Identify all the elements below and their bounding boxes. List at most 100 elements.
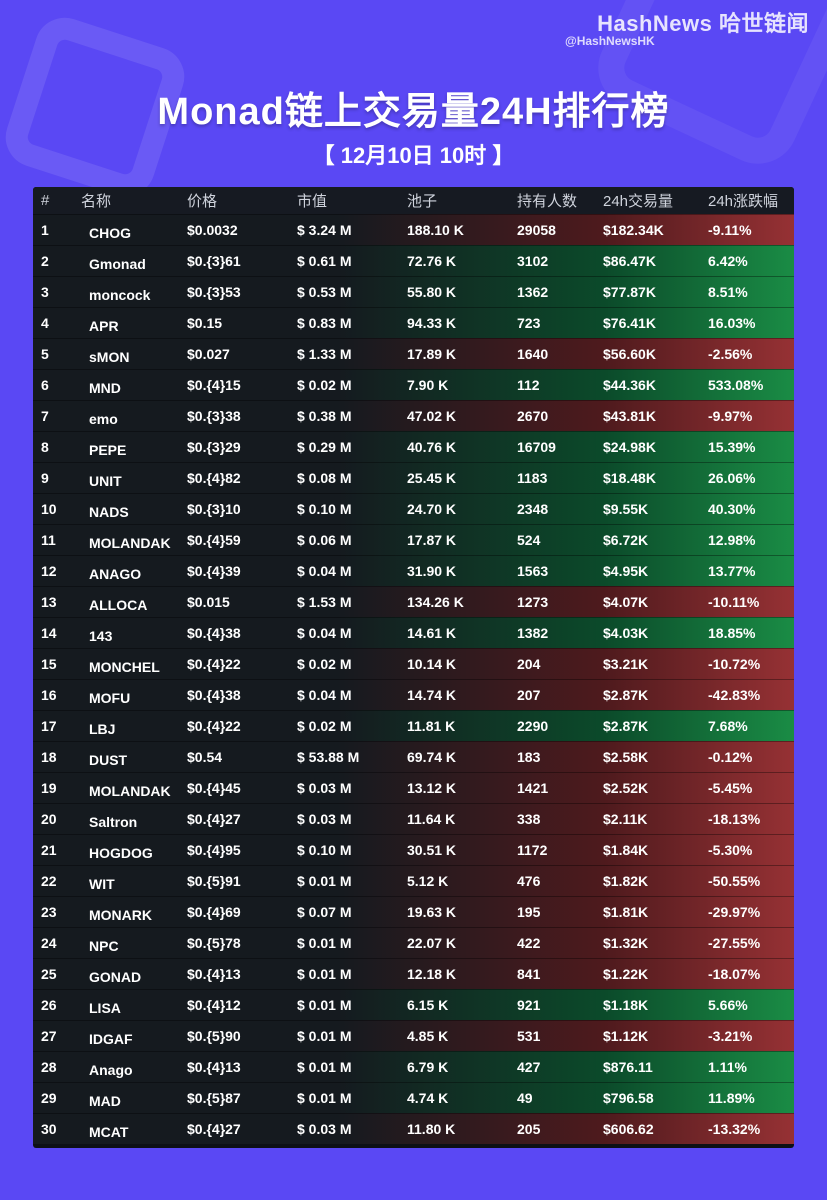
cell-price: $0.0032 xyxy=(187,222,238,238)
cell-name: MOLANDAK xyxy=(89,783,171,799)
cell-change: 8.51% xyxy=(708,284,748,300)
cell-market-cap: $ 0.61 M xyxy=(297,253,352,269)
cell-rank: 24 xyxy=(41,935,57,951)
table-body: 1 CHOG $0.0032 $ 3.24 M 188.10 K 29058 $182.34… xyxy=(33,214,794,1144)
cell-volume: $1.32K xyxy=(603,935,649,951)
cell-price: $0.{5}91 xyxy=(187,873,241,889)
cell-pool: 22.07 K xyxy=(407,935,457,951)
cell-change: -27.55% xyxy=(708,935,761,951)
cell-change: -50.55% xyxy=(708,873,761,889)
cell-price: $0.{4}45 xyxy=(187,780,241,796)
cell-volume: $796.58 xyxy=(603,1090,654,1106)
cell-change: 12.98% xyxy=(708,532,756,548)
cell-name: moncock xyxy=(89,287,151,303)
cell-pool: 47.02 K xyxy=(407,408,457,424)
header-holders: 持有人数 xyxy=(517,193,578,210)
cell-price: $0.015 xyxy=(187,594,230,610)
cell-market-cap: $ 53.88 M xyxy=(297,749,360,765)
cell-pool: 11.64 K xyxy=(407,811,456,827)
cell-market-cap: $ 1.33 M xyxy=(297,346,352,362)
cell-change: -9.11% xyxy=(708,222,752,238)
table-row: 6 MND $0.{4}15 $ 0.02 M 7.90 K 112 $44.36K 533.… xyxy=(33,369,794,400)
cell-volume: $2.52K xyxy=(603,780,649,796)
cell-pool: 40.76 K xyxy=(407,439,457,455)
cell-volume: $2.11K xyxy=(603,811,648,827)
table-row: 10 NADS $0.{3}10 $ 0.10 M 24.70 K 2348 $9.55K 4… xyxy=(33,493,794,524)
cell-holders: 422 xyxy=(517,935,541,951)
cell-pool: 11.80 K xyxy=(407,1121,456,1137)
cell-market-cap: $ 0.06 M xyxy=(297,532,352,548)
table-row: 21 HOGDOG $0.{4}95 $ 0.10 M 30.51 K 1172 $1.84… xyxy=(33,834,794,865)
cell-volume: $3.21K xyxy=(603,656,649,672)
cell-holders: 2670 xyxy=(517,408,549,424)
cell-holders: 3102 xyxy=(517,253,549,269)
cell-change: 5.66% xyxy=(708,997,748,1013)
cell-volume: $86.47K xyxy=(603,253,656,269)
cell-price: $0.{4}27 xyxy=(187,811,241,827)
cell-change: 40.30% xyxy=(708,501,756,517)
table-row: 22 WIT $0.{5}91 $ 0.01 M 5.12 K 476 $1.82K -50.… xyxy=(33,865,794,896)
cell-volume: $76.41K xyxy=(603,315,656,331)
cell-rank: 30 xyxy=(41,1121,57,1137)
table-row: 5 sMON $0.027 $ 1.33 M 17.89 K 1640 $56.60K -2.… xyxy=(33,338,794,369)
cell-name: MONCHEL xyxy=(89,659,160,675)
cell-volume: $182.34K xyxy=(603,222,664,238)
cell-rank: 1 xyxy=(41,222,49,238)
cell-rank: 17 xyxy=(41,718,57,734)
cell-name: Saltron xyxy=(89,814,138,830)
table-row: 28 Anago $0.{4}13 $ 0.01 M 6.79 K 427 $876.11 1… xyxy=(33,1051,794,1082)
cell-rank: 4 xyxy=(41,315,49,331)
table-row: 15 MONCHEL $0.{4}22 $ 0.02 M 10.14 K 204 $3.21… xyxy=(33,648,794,679)
cell-market-cap: $ 0.01 M xyxy=(297,873,352,889)
cell-pool: 24.70 K xyxy=(407,501,457,517)
cell-change: 1.11% xyxy=(708,1059,747,1075)
cell-price: $0.{4}22 xyxy=(187,718,241,734)
cell-price: $0.{4}38 xyxy=(187,687,241,703)
table-row: 30 MCAT $0.{4}27 $ 0.03 M 11.80 K 205 $606.62 -… xyxy=(33,1113,794,1144)
cell-volume: $43.81K xyxy=(603,408,656,424)
cell-holders: 1183 xyxy=(517,470,548,486)
cell-change: -2.56% xyxy=(708,346,753,362)
cell-volume: $1.84K xyxy=(603,842,649,858)
cell-change: 13.77% xyxy=(708,563,756,579)
cell-price: $0.{5}90 xyxy=(187,1028,241,1044)
cell-rank: 23 xyxy=(41,904,57,920)
cell-change: 26.06% xyxy=(708,470,756,486)
cell-market-cap: $ 0.83 M xyxy=(297,315,352,331)
cell-volume: $876.11 xyxy=(603,1059,653,1075)
cell-price: $0.{4}69 xyxy=(187,904,241,920)
cell-rank: 22 xyxy=(41,873,57,889)
cell-holders: 1640 xyxy=(517,346,549,362)
cell-market-cap: $ 0.01 M xyxy=(297,1090,352,1106)
cell-change: 533.08% xyxy=(708,377,764,393)
cell-price: $0.{4}13 xyxy=(187,966,241,982)
cell-holders: 112 xyxy=(517,377,540,393)
cell-rank: 12 xyxy=(41,563,57,579)
cell-holders: 338 xyxy=(517,811,541,827)
cell-rank: 13 xyxy=(41,594,57,610)
cell-rank: 20 xyxy=(41,811,57,827)
cell-volume: $1.12K xyxy=(603,1028,649,1044)
cell-rank: 14 xyxy=(41,625,57,641)
cell-market-cap: $ 0.10 M xyxy=(297,501,352,517)
cell-holders: 1382 xyxy=(517,625,549,641)
cell-rank: 25 xyxy=(41,966,57,982)
cell-pool: 69.74 K xyxy=(407,749,457,765)
cell-holders: 1172 xyxy=(517,842,548,858)
cell-holders: 49 xyxy=(517,1090,533,1106)
cell-volume: $4.03K xyxy=(603,625,649,641)
cell-name: UNIT xyxy=(89,473,122,489)
cell-holders: 1362 xyxy=(517,284,549,300)
cell-volume: $56.60K xyxy=(603,346,656,362)
cell-market-cap: $ 0.03 M xyxy=(297,811,352,827)
cell-price: $0.{5}87 xyxy=(187,1090,241,1106)
table-row: 3 moncock $0.{3}53 $ 0.53 M 55.80 K 1362 $77.8… xyxy=(33,276,794,307)
cell-holders: 195 xyxy=(517,904,541,920)
cell-price: $0.15 xyxy=(187,315,223,331)
cell-volume: $1.22K xyxy=(603,966,649,982)
cell-holders: 427 xyxy=(517,1059,541,1075)
cell-name: CHOG xyxy=(89,225,131,241)
cell-price: $0.{3}38 xyxy=(187,408,241,424)
cell-pool: 6.79 K xyxy=(407,1059,449,1075)
cell-volume: $2.87K xyxy=(603,718,649,734)
